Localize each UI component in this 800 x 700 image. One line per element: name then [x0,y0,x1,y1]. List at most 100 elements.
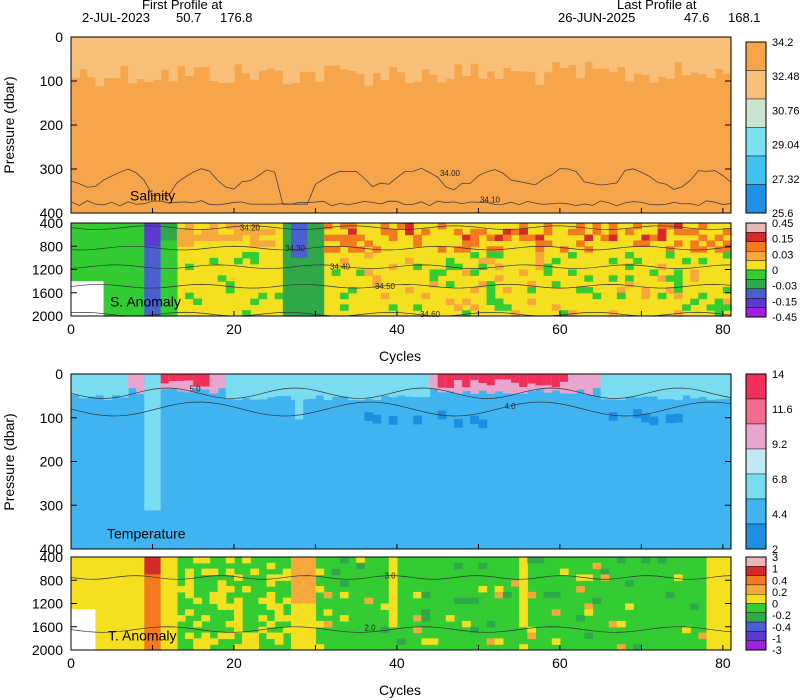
anomaly-cell [299,562,308,570]
anomaly-cell [225,620,235,628]
anomaly-cell [103,234,113,242]
colorbar-swatch [745,184,767,214]
anomaly-cell [706,586,716,593]
anomaly-cell [71,269,80,276]
anomaly-cell [103,632,113,639]
anomaly-cell [193,557,202,564]
anomaly-cell [168,597,178,605]
anomaly-cell [128,638,137,645]
salinity-fresh-layer [242,37,251,74]
anomaly-cell [128,228,137,236]
anomaly-cell [608,257,618,265]
y-tick-label: 200 [40,117,64,133]
anomaly-cell [494,234,504,242]
surface-warm-layer [665,374,675,400]
anomaly-cell [144,620,154,628]
panel-label-s-anomaly: S. Anomaly [110,294,181,310]
cold-patch [388,416,398,425]
anomaly-cell [641,234,651,242]
anomaly-cell [307,228,317,236]
salinity-fresh-layer [706,37,716,78]
anomaly-cell [453,597,463,605]
anomaly-cell [543,228,553,236]
anomaly-cell [258,240,268,247]
anomaly-cell [315,286,325,294]
anomaly-cell [722,304,732,311]
anomaly-cell [307,597,317,605]
anomaly-cell [307,580,317,587]
anomaly-cell [160,246,170,253]
anomaly-cell [225,286,235,294]
anomaly-cell [152,292,162,300]
anomaly-cell [380,228,390,236]
anomaly-cell [144,644,154,651]
anomaly-cell [429,281,439,288]
first-profile-lat: 50.7 [176,10,202,25]
anomaly-cell [152,626,162,634]
anomaly-cell [119,234,129,242]
anomaly-cell [128,234,137,242]
anomaly-cell [79,574,88,581]
anomaly-cell [258,597,268,605]
anomaly-cell [119,228,129,236]
anomaly-cell [201,615,211,622]
anomaly-cell [209,228,219,236]
anomaly-cell [673,240,683,247]
anomaly-cell [511,228,520,236]
anomaly-cell [111,603,121,610]
salinity-fresh-layer [519,37,528,72]
anomaly-cell [160,644,170,651]
anomaly-cell [339,304,349,311]
anomaly-cell [71,257,80,265]
anomaly-cell [152,240,162,247]
anomaly-cell [168,304,178,311]
anomaly-cell [348,240,357,247]
anomaly-cell [128,286,137,294]
surface-warm-layer [396,374,406,396]
anomaly-cell [722,626,732,634]
anomaly-cell [445,615,455,622]
anomaly-cell [79,223,88,230]
anomaly-cell [714,615,724,622]
anomaly-cell [103,609,113,616]
anomaly-cell [185,586,194,593]
colorbar-label: 0.03 [772,249,793,261]
anomaly-cell [71,298,80,305]
anomaly-cell [144,257,154,265]
anomaly-cell [559,310,569,317]
panel-label-t-anomaly: T. Anomaly [108,628,176,644]
anomaly-cell [144,597,154,605]
anomaly-cell [176,234,186,242]
temperature-field [70,374,732,549]
contour-label: 34.10 [480,195,501,204]
anomaly-cell [519,597,528,605]
anomaly-cell [462,310,471,317]
anomaly-cell [95,240,105,247]
anomaly-cell [486,298,496,305]
anomaly-cell [152,263,162,271]
anomaly-cell [690,269,700,276]
anomaly-cell [103,269,113,276]
colorbar-label: -0.03 [772,281,797,293]
anomaly-cell [95,257,105,265]
anomaly-cell [152,281,162,288]
anomaly-cell [494,298,504,305]
anomaly-cell [160,591,170,599]
anomaly-cell [103,644,113,651]
salinity-fresh-layer [429,37,439,75]
anomaly-cell [160,275,170,282]
anomaly-cell [103,263,113,271]
surface-warm-layer [429,374,439,389]
anomaly-cell [470,252,480,259]
anomaly-cell [348,246,357,253]
anomaly-cell [144,275,154,282]
anomaly-cell [274,574,284,581]
anomaly-cell [519,620,528,628]
salinity-fresh-layer [291,37,300,84]
anomaly-cell [71,574,80,581]
anomaly-cell [445,257,455,265]
colorbar-swatch [745,260,767,271]
anomaly-cell [494,586,504,593]
anomaly-cell [217,632,227,639]
contour-label: 34.50 [375,282,396,291]
